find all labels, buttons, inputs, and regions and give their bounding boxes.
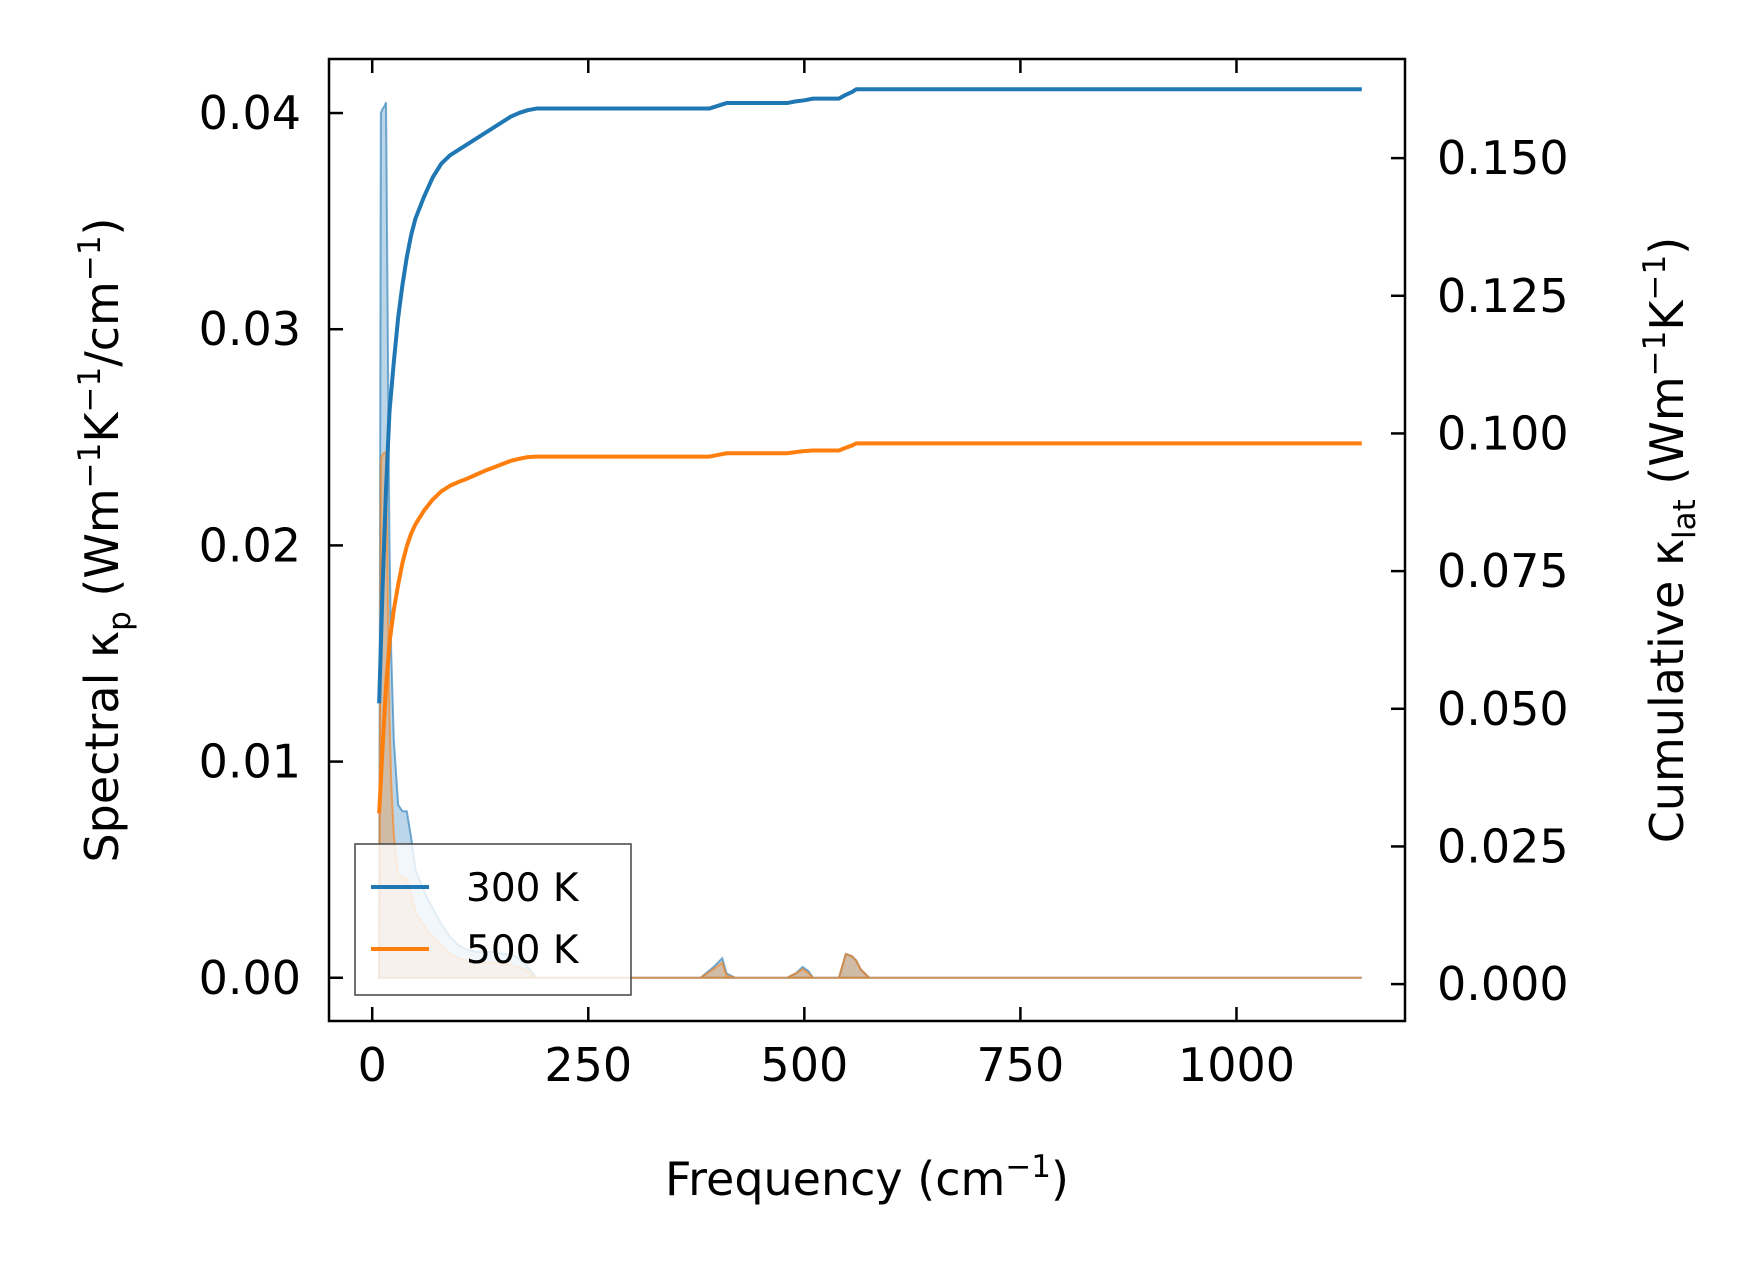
y-right-tick-label: 0.125 xyxy=(1437,269,1569,323)
legend-label-300k: 300 K xyxy=(466,866,580,911)
y-left-tick-label: 0.04 xyxy=(199,86,301,140)
ticks-layer: 0 250 500 750 1000 0.00 0.01 0.02 0.03 0.04 0.000 0… xyxy=(199,59,1569,1092)
x-axis-title: Frequency (cm−1) xyxy=(665,1149,1069,1206)
x-tick-label: 500 xyxy=(760,1038,848,1092)
y-right-tick-label: 0.000 xyxy=(1437,957,1569,1011)
y-right-tick-label: 0.075 xyxy=(1437,544,1569,598)
x-tick-label: 1000 xyxy=(1178,1038,1295,1092)
y-left-axis-title: Spectral κp (Wm−1K−1/cm−1) xyxy=(72,217,138,862)
x-tick-label: 0 xyxy=(358,1038,387,1092)
y-left-tick-label: 0.01 xyxy=(199,735,301,789)
y-left-tick-label: 0.03 xyxy=(199,302,301,356)
series-lines-layer xyxy=(377,87,1362,814)
y-right-tick-label: 0.150 xyxy=(1437,131,1569,185)
x-tick-label: 250 xyxy=(544,1038,632,1092)
legend: 300 K 500 K xyxy=(354,843,632,996)
legend-label-500k: 500 K xyxy=(466,928,580,973)
y-right-tick-label: 0.050 xyxy=(1437,682,1569,736)
y-right-axis-title: Cumulative κlat (Wm−1K−1) xyxy=(1637,237,1703,843)
cumulative-line-300k xyxy=(377,87,1362,704)
legend-box xyxy=(354,843,632,996)
y-left-tick-label: 0.00 xyxy=(199,951,301,1005)
y-right-tick-label: 0.025 xyxy=(1437,819,1569,873)
y-left-tick-label: 0.02 xyxy=(199,518,301,572)
y-right-tick-label: 0.100 xyxy=(1437,406,1569,460)
x-tick-label: 750 xyxy=(976,1038,1064,1092)
plot-frame xyxy=(327,57,1407,1023)
cumulative-line-500k xyxy=(377,441,1362,814)
